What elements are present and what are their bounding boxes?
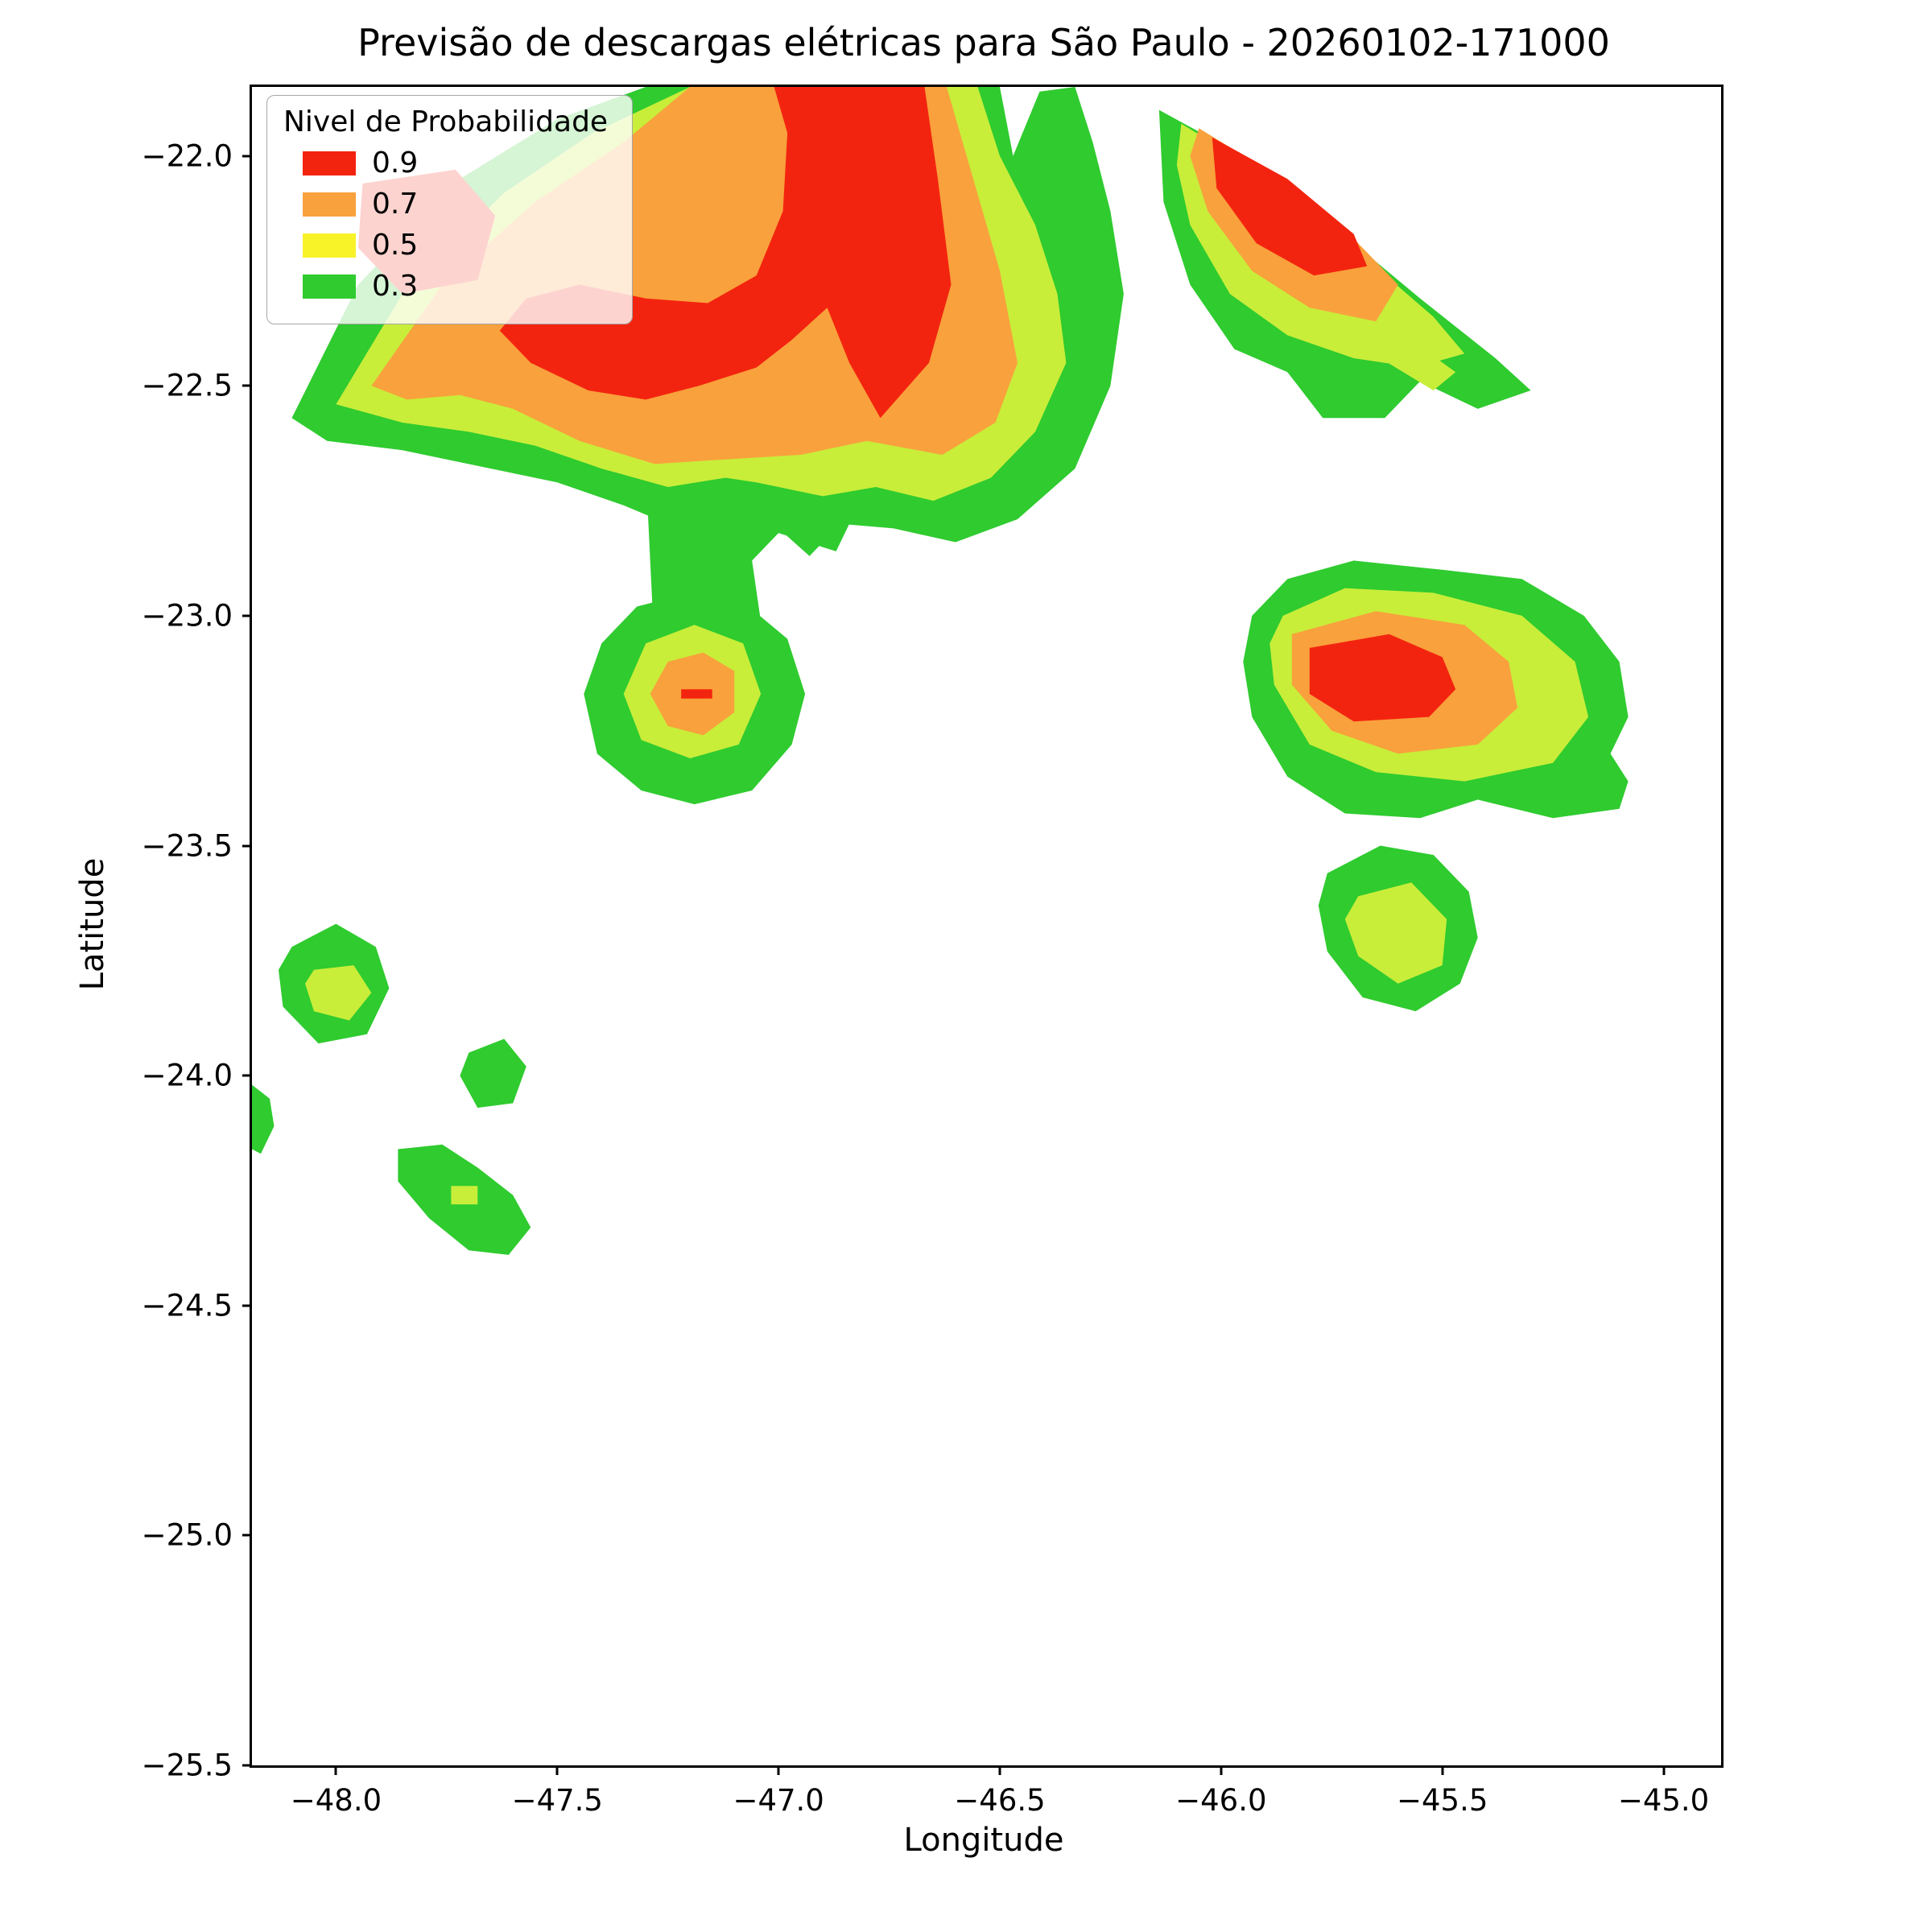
legend-entry-label: 0.5 xyxy=(372,229,419,262)
y-axis-label: Latitude xyxy=(74,857,111,991)
legend-title: Nivel de Probabilidade xyxy=(283,105,609,138)
y-tick-label: −25.0 xyxy=(141,1517,233,1553)
y-tick-label: −22.5 xyxy=(141,368,233,403)
legend: Nivel de Probabilidade 0.9 0.7 0.5 0.3 xyxy=(266,95,634,324)
x-tick-label: −46.5 xyxy=(954,1783,1046,1818)
legend-entry-0.9: 0.9 xyxy=(303,147,611,180)
contour-region-east-cell-p09 xyxy=(1309,634,1456,722)
y-tick-label: −23.5 xyxy=(141,828,233,864)
y-tick-mark xyxy=(242,1534,252,1537)
y-tick-mark xyxy=(242,1764,252,1767)
contour-map xyxy=(252,87,1629,1255)
legend-entry-0.5: 0.5 xyxy=(303,229,611,262)
contour-region-east-small-core-p05 xyxy=(1344,882,1447,984)
y-tick-label: −22.0 xyxy=(141,138,233,174)
legend-swatch-icon xyxy=(303,192,356,217)
legend-swatch-icon xyxy=(303,274,356,299)
legend-entry-label: 0.3 xyxy=(372,270,419,303)
contour-region-northeast-tail-p05 xyxy=(1380,330,1456,390)
x-tick-mark xyxy=(777,1765,780,1775)
legend-swatch-icon xyxy=(303,151,356,175)
x-tick-label: −45.5 xyxy=(1396,1783,1488,1818)
x-tick-label: −47.5 xyxy=(511,1783,603,1818)
legend-swatch-icon xyxy=(303,233,356,258)
y-tick-mark xyxy=(242,844,252,848)
x-tick-label: −48.0 xyxy=(290,1783,382,1818)
x-tick-label: −47.0 xyxy=(733,1783,824,1818)
x-tick-mark xyxy=(334,1765,337,1775)
contour-region-north-cell-p09 xyxy=(499,87,952,419)
legend-entry-0.3: 0.3 xyxy=(303,270,611,303)
legend-entry-label: 0.9 xyxy=(372,147,419,180)
contour-region-tiny-cell-p03 xyxy=(460,1038,526,1108)
x-tick-mark xyxy=(1662,1765,1666,1775)
legend-entries: 0.9 0.7 0.5 0.3 xyxy=(280,147,611,303)
contour-region-south-cluster-speck-p05 xyxy=(451,1186,478,1205)
y-tick-label: −24.5 xyxy=(141,1288,233,1323)
chart-title: Previsão de descargas elétricas para São… xyxy=(357,21,1610,64)
y-tick-label: −24.0 xyxy=(141,1058,233,1093)
x-tick-mark xyxy=(1441,1765,1444,1775)
y-tick-mark xyxy=(242,614,252,617)
y-tick-mark xyxy=(242,1304,252,1307)
y-tick-mark xyxy=(242,1074,252,1077)
contour-region-west-edge-sliver-p03 xyxy=(252,1084,275,1154)
y-tick-label: −25.5 xyxy=(141,1748,233,1783)
contour-region-northeast-cell-p09 xyxy=(1212,137,1368,276)
contour-region-center-dash-p09 xyxy=(681,689,712,699)
contour-region-west-small-core-p05 xyxy=(305,965,372,1021)
x-tick-mark xyxy=(998,1765,1001,1775)
y-tick-label: −23.0 xyxy=(141,598,233,634)
y-tick-mark xyxy=(242,155,252,158)
x-axis-label: Longitude xyxy=(903,1822,1064,1859)
legend-entry-label: 0.7 xyxy=(372,188,419,221)
plot-area: Nivel de Probabilidade 0.9 0.7 0.5 0.3 −48.… xyxy=(142,85,1724,1818)
x-tick-label: −45.0 xyxy=(1617,1783,1710,1818)
legend-entry-0.7: 0.7 xyxy=(303,188,611,221)
x-tick-mark xyxy=(1220,1765,1223,1775)
x-tick-mark xyxy=(555,1765,559,1775)
x-tick-label: −46.0 xyxy=(1175,1783,1267,1818)
y-tick-mark xyxy=(242,384,252,387)
